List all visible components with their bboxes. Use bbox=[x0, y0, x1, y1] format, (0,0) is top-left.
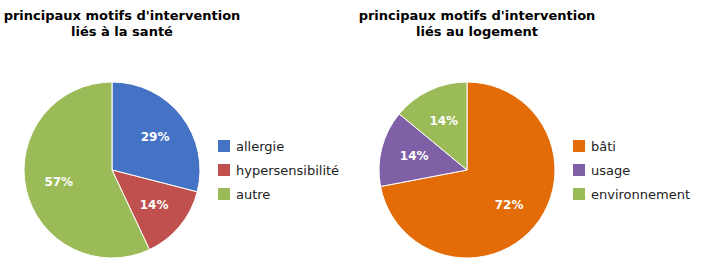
data-labels: 72% 14% 14% bbox=[400, 114, 524, 212]
data-label: 72% bbox=[495, 198, 524, 212]
chart-root: principaux motifs d'interventionliés à l… bbox=[0, 0, 710, 280]
legend-label: autre bbox=[236, 187, 270, 202]
chart-title-line: principaux motifs d'intervention bbox=[359, 8, 596, 23]
legend-label: usage bbox=[591, 163, 630, 178]
legend: allergie hypersensibilité autre bbox=[218, 139, 339, 202]
legend-item: bâti bbox=[573, 139, 616, 154]
legend-label: allergie bbox=[236, 139, 284, 154]
pie bbox=[24, 82, 200, 258]
legend-swatch bbox=[218, 140, 230, 152]
chart-title: principaux motifs d'interventionliés au … bbox=[359, 8, 596, 39]
legend-item: allergie bbox=[218, 139, 284, 154]
data-label: 29% bbox=[141, 130, 170, 144]
legend-label: bâti bbox=[591, 139, 616, 154]
data-labels: 29% 14% 57% bbox=[44, 130, 169, 212]
data-label: 57% bbox=[44, 175, 73, 189]
pie-slice bbox=[24, 82, 149, 258]
legend-label: environnement bbox=[591, 187, 690, 202]
legend-item: environnement bbox=[573, 187, 690, 202]
legend-swatch bbox=[573, 188, 585, 200]
legend-swatch bbox=[573, 164, 585, 176]
legend-item: hypersensibilité bbox=[218, 163, 339, 178]
data-label: 14% bbox=[400, 149, 429, 163]
chart-title-line: principaux motifs d'intervention bbox=[4, 8, 241, 23]
legend-item: autre bbox=[218, 187, 270, 202]
legend-swatch bbox=[573, 140, 585, 152]
chart-title-line: liés à la santé bbox=[71, 24, 173, 39]
pie-chart: principaux motifs d'interventionliés au … bbox=[359, 8, 690, 258]
legend-swatch bbox=[218, 164, 230, 176]
chart-title: principaux motifs d'interventionliés à l… bbox=[4, 8, 241, 39]
data-label: 14% bbox=[140, 198, 169, 212]
pie-slice bbox=[399, 82, 467, 170]
legend-item: usage bbox=[573, 163, 630, 178]
pie bbox=[379, 82, 555, 258]
legend: bâti usage environnement bbox=[573, 139, 690, 202]
legend-label: hypersensibilité bbox=[236, 163, 339, 178]
pie-chart: principaux motifs d'interventionliés à l… bbox=[4, 8, 339, 258]
chart-title-line: liés au logement bbox=[416, 24, 538, 39]
legend-swatch bbox=[218, 188, 230, 200]
data-label: 14% bbox=[429, 114, 458, 128]
